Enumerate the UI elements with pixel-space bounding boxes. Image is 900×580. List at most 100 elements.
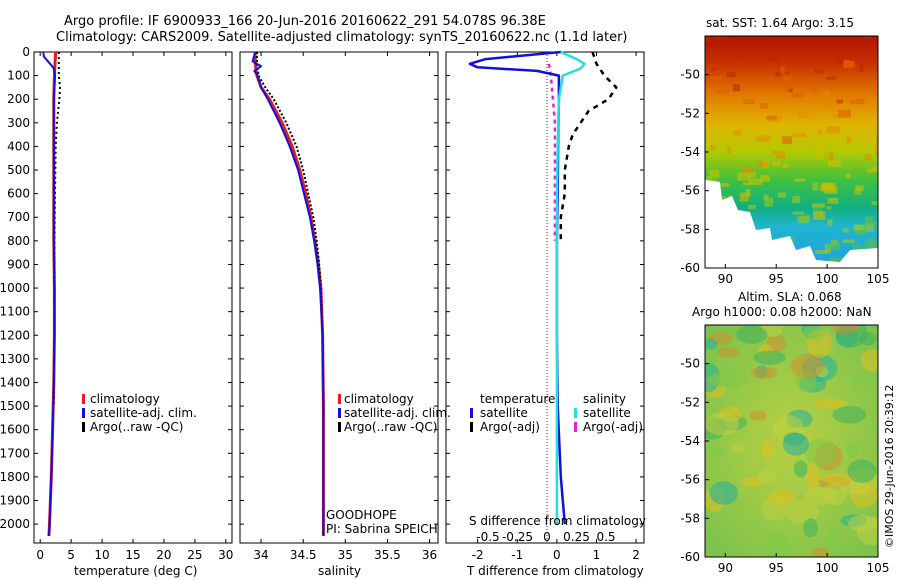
map-x-tick-label: 90	[718, 561, 733, 575]
diff-legend-header-temperature: temperature	[480, 392, 556, 406]
y-tick-label: 2000	[0, 517, 30, 531]
map-y-tick-label: -58	[680, 511, 700, 525]
y-tick-label: 600	[7, 187, 30, 201]
diff-temperature-satellite-line	[468, 50, 567, 525]
header-line-2: Climatology: CARS2009. Satellite-adjuste…	[56, 30, 628, 45]
y-tick-label: 900	[7, 257, 30, 271]
sal-legend-argo: Argo(..raw -QC)	[344, 420, 438, 434]
x-tick-label: 35	[338, 548, 353, 562]
sst-map-ticks: 90 95 100 105 -50 -52 -54 -56 -58 -60	[680, 68, 889, 286]
temp-legend-satellite: satellite-adj. clim.	[90, 406, 197, 420]
salinity-satellite-line	[251, 51, 325, 536]
sal-legend-climatology: climatology	[344, 392, 414, 406]
temperature-axes-frame	[33, 51, 233, 544]
x-tick-label: 5	[67, 548, 75, 562]
map-x-tick-label: 100	[816, 561, 839, 575]
map-x-tick-label: 90	[718, 272, 733, 286]
map-y-tick-label: -52	[680, 106, 700, 120]
map-x-tick-label: 100	[816, 272, 839, 286]
difference-axes-frame	[445, 51, 645, 544]
sla-map	[705, 325, 878, 557]
top-x-tick-label: -0.5	[476, 530, 499, 544]
x-tick-label: 0	[553, 548, 561, 562]
x-tick-label: 36	[422, 548, 437, 562]
diff-salinity-argo-line	[547, 63, 557, 241]
y-tick-label: 400	[7, 139, 30, 153]
top-x-tick-label: 0.5	[596, 530, 615, 544]
legend-marker-climatology	[82, 394, 85, 404]
diff-legend-s-satellite: satellite	[583, 406, 631, 420]
temp-legend-argo: Argo(..raw -QC)	[90, 420, 184, 434]
difference-legend	[470, 408, 577, 432]
x-tick-label: 2	[632, 548, 640, 562]
map-x-tick-label: 105	[867, 561, 890, 575]
legend-marker-s-argo	[574, 422, 577, 432]
diff-temperature-argo-line	[559, 51, 618, 241]
y-tick-label: 300	[7, 116, 30, 130]
salinity-axes-frame	[239, 51, 439, 544]
x-tick-label: 30	[218, 548, 233, 562]
difference-xlabel: T difference from climatology	[467, 564, 644, 578]
temperature-series	[42, 51, 61, 536]
map-y-tick-label: -60	[680, 261, 700, 275]
x-tick-label: 10	[94, 548, 109, 562]
x-tick-label: -2	[472, 548, 484, 562]
salinity-ticks: 34 34.5 35 35.5 36	[240, 51, 438, 562]
diff-legend-header-salinity: salinity	[583, 392, 627, 406]
salinity-series	[251, 51, 325, 536]
difference-ticks: -2 -1 0 1 2-0.5 -0.25 0 0.25 0.5	[446, 51, 644, 562]
map-y-tick-label: -50	[680, 68, 700, 82]
y-tick-label: 1100	[0, 305, 30, 319]
salinity-xlabel: salinity	[318, 564, 362, 578]
sla-map-title-line-1: Altim. SLA: 0.068	[738, 290, 842, 304]
diff-legend-t-argo: Argo(-adj)	[480, 420, 540, 434]
difference-xlabel-top: S difference from climatology	[469, 514, 646, 528]
map-x-tick-label: 95	[769, 561, 784, 575]
map-y-tick-label: -54	[680, 434, 700, 448]
x-tick-label: -1	[511, 548, 523, 562]
map-y-tick-label: -56	[680, 473, 700, 487]
imos-stamp: ©IMOS 29-Jun-2016 20:39:12	[883, 384, 896, 548]
x-tick-label: 1	[593, 548, 601, 562]
temperature-ticks: 0 5 10 15 20 25 300100200300400500600700800900…	[0, 45, 233, 562]
sla-map-title-line-2: Argo h1000: 0.08 h2000: NaN	[692, 305, 872, 319]
y-tick-label: 1700	[0, 446, 30, 460]
map-y-tick-label: -52	[680, 395, 700, 409]
y-tick-label: 0	[22, 45, 30, 59]
x-tick-label: 35.5	[374, 548, 401, 562]
temp-legend-climatology: climatology	[90, 392, 160, 406]
map-y-tick-label: -56	[680, 184, 700, 198]
map-y-tick-label: -60	[680, 550, 700, 564]
legend-marker-satellite	[338, 408, 341, 418]
map-y-tick-label: -58	[680, 222, 700, 236]
sal-legend-satellite: satellite-adj. clim.	[344, 406, 451, 420]
top-x-tick-label: 0	[543, 530, 551, 544]
y-tick-label: 1200	[0, 328, 30, 342]
y-tick-label: 1300	[0, 352, 30, 366]
y-tick-label: 100	[7, 69, 30, 83]
temperature-satellite-line	[42, 51, 56, 536]
y-tick-label: 200	[7, 92, 30, 106]
x-tick-label: 34.5	[290, 548, 317, 562]
y-tick-label: 1000	[0, 281, 30, 295]
x-tick-label: 15	[125, 548, 140, 562]
y-tick-label: 1500	[0, 399, 30, 413]
sst-map-title: sat. SST: 1.64 Argo: 3.15	[706, 16, 855, 30]
y-tick-label: 500	[7, 163, 30, 177]
legend-marker-t-argo	[470, 422, 473, 432]
top-x-tick-label: 0.25	[563, 530, 590, 544]
map-y-tick-label: -50	[680, 357, 700, 371]
salinity-annotation-project: GOODHOPE	[326, 508, 397, 522]
legend-marker-satellite	[82, 408, 85, 418]
temperature-legend	[82, 394, 85, 432]
salinity-climatology-line	[253, 52, 325, 536]
legend-marker-argo	[338, 422, 341, 432]
salinity-argo-line	[255, 52, 324, 336]
x-tick-label: 25	[187, 548, 202, 562]
x-tick-label: 34	[253, 548, 268, 562]
y-tick-label: 1800	[0, 470, 30, 484]
y-tick-label: 700	[7, 210, 30, 224]
x-tick-label: 20	[156, 548, 171, 562]
y-tick-label: 1600	[0, 423, 30, 437]
